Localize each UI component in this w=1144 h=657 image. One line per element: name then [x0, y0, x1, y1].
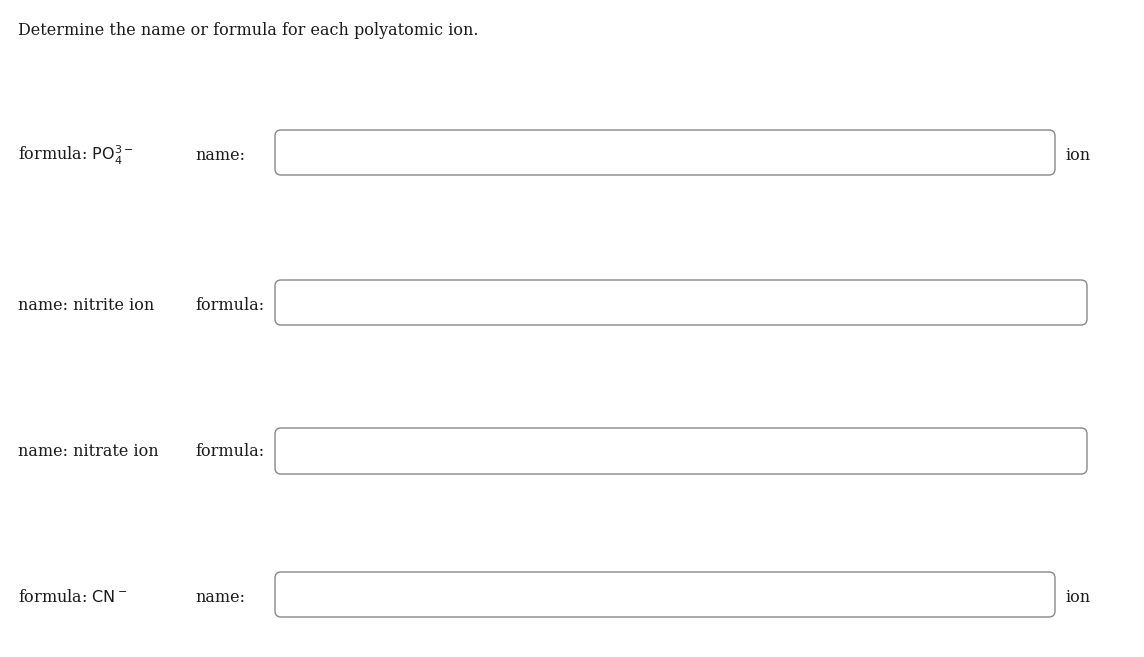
- Text: formula:: formula:: [194, 296, 264, 313]
- Text: formula: $\mathrm{CN^-}$: formula: $\mathrm{CN^-}$: [18, 589, 127, 606]
- Text: name:: name:: [194, 589, 245, 606]
- Text: ion: ion: [1065, 589, 1090, 606]
- Text: name: nitrate ion: name: nitrate ion: [18, 443, 159, 461]
- Text: name: nitrite ion: name: nitrite ion: [18, 296, 154, 313]
- FancyBboxPatch shape: [275, 428, 1087, 474]
- FancyBboxPatch shape: [275, 130, 1055, 175]
- Text: ion: ion: [1065, 147, 1090, 164]
- FancyBboxPatch shape: [275, 280, 1087, 325]
- Text: formula:: formula:: [194, 443, 264, 461]
- FancyBboxPatch shape: [275, 572, 1055, 617]
- Text: Determine the name or formula for each polyatomic ion.: Determine the name or formula for each p…: [18, 22, 478, 39]
- Text: name:: name:: [194, 147, 245, 164]
- Text: formula: $\mathrm{PO_4^{3-}}$: formula: $\mathrm{PO_4^{3-}}$: [18, 143, 134, 167]
